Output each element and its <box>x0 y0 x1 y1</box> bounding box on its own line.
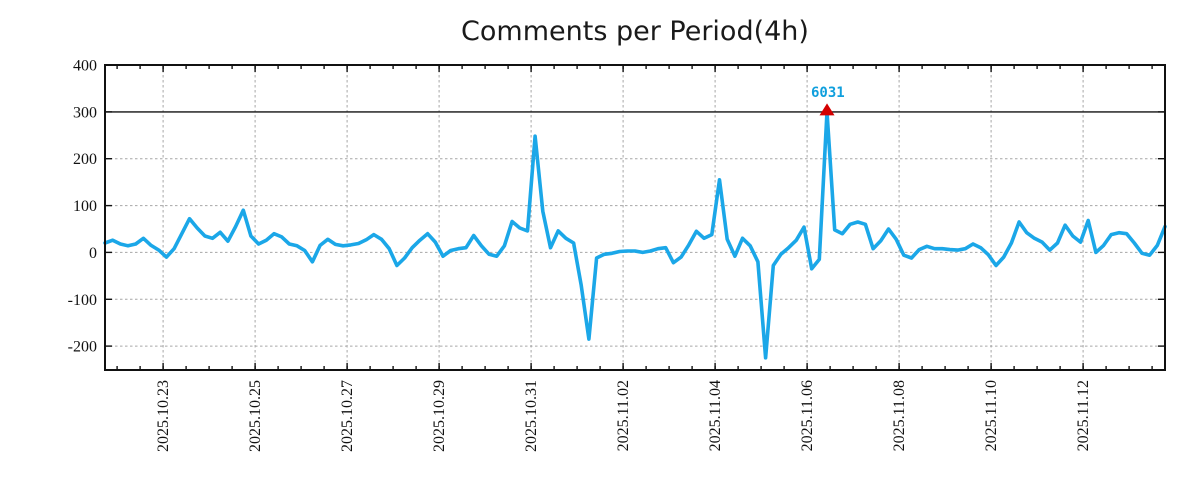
x-tick-label: 2025.11.06 <box>799 380 816 451</box>
series-line <box>103 110 1167 360</box>
axis-labels-layer: -200 -100 0 100 200 300 400 2025.10.23 2025.10.2… <box>68 58 1092 453</box>
series-layer <box>103 110 1167 360</box>
x-tick-label: 2025.11.04 <box>707 380 724 451</box>
x-tick-label: 2025.10.25 <box>247 380 264 452</box>
peak-marker-triangle-icon <box>819 103 835 116</box>
x-tick-label: 2025.10.29 <box>431 380 448 452</box>
peak-value-annotation: 6031 <box>811 85 845 101</box>
x-tick-label: 2025.11.12 <box>1075 380 1092 451</box>
annotation-layer: 6031 <box>811 85 845 116</box>
y-tick-label: 100 <box>73 198 97 215</box>
y-tick-label: 200 <box>73 151 97 168</box>
plot-border-layer <box>104 64 1166 371</box>
x-tick-label: 2025.10.27 <box>339 380 356 452</box>
plot-border <box>104 64 1166 371</box>
x-tick-label: 2025.10.31 <box>523 380 540 452</box>
x-tick-label: 2025.11.10 <box>983 380 1000 451</box>
grid-layer <box>105 65 1165 370</box>
y-tick-label: 400 <box>73 58 97 75</box>
y-tick-label: 0 <box>89 245 97 262</box>
x-tick-label: 2025.11.02 <box>615 380 632 451</box>
y-tick-label: 300 <box>73 104 97 121</box>
chart-title: Comments per Period(4h) <box>461 16 809 47</box>
y-tick-label: -100 <box>68 292 97 309</box>
y-tick-label: -200 <box>68 339 97 356</box>
x-tick-label: 2025.10.23 <box>155 380 172 452</box>
x-tick-label: 2025.11.08 <box>891 380 908 451</box>
axis-ticks-layer <box>105 64 1165 370</box>
